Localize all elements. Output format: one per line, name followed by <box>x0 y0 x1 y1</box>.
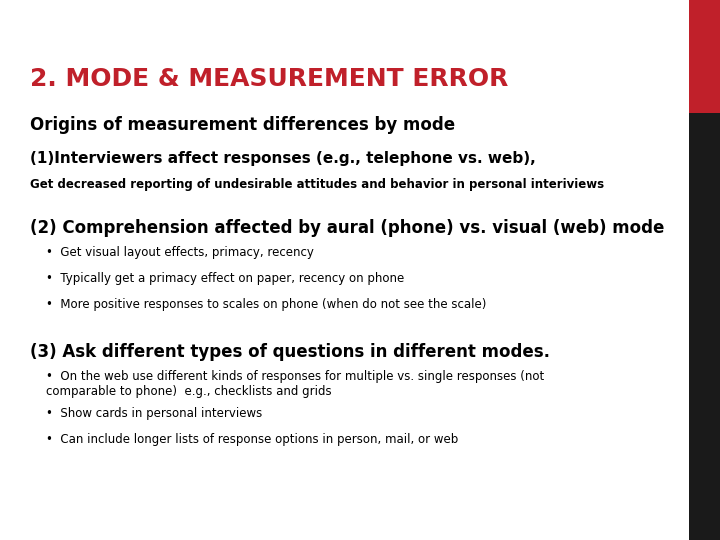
Text: (2) Comprehension affected by aural (phone) vs. visual (web) mode: (2) Comprehension affected by aural (pho… <box>30 219 665 237</box>
Text: 2. MODE & MEASUREMENT ERROR: 2. MODE & MEASUREMENT ERROR <box>30 68 508 91</box>
Text: (1)Interviewers affect responses (e.g., telephone vs. web),: (1)Interviewers affect responses (e.g., … <box>30 151 536 166</box>
Text: Get decreased reporting of undesirable attitudes and behavior in personal interi: Get decreased reporting of undesirable a… <box>30 178 604 191</box>
Bar <box>689 0 720 113</box>
Bar <box>689 113 720 540</box>
Text: •  On the web use different kinds of responses for multiple vs. single responses: • On the web use different kinds of resp… <box>46 370 544 398</box>
Text: Origins of measurement differences by mode: Origins of measurement differences by mo… <box>30 116 455 134</box>
Text: (3) Ask different types of questions in different modes.: (3) Ask different types of questions in … <box>30 343 550 361</box>
Text: •  Show cards in personal interviews: • Show cards in personal interviews <box>46 407 262 420</box>
Text: •  Can include longer lists of response options in person, mail, or web: • Can include longer lists of response o… <box>46 433 459 446</box>
Text: •  Get visual layout effects, primacy, recency: • Get visual layout effects, primacy, re… <box>46 246 314 259</box>
Text: •  More positive responses to scales on phone (when do not see the scale): • More positive responses to scales on p… <box>46 298 487 310</box>
Text: •  Typically get a primacy effect on paper, recency on phone: • Typically get a primacy effect on pape… <box>46 272 405 285</box>
